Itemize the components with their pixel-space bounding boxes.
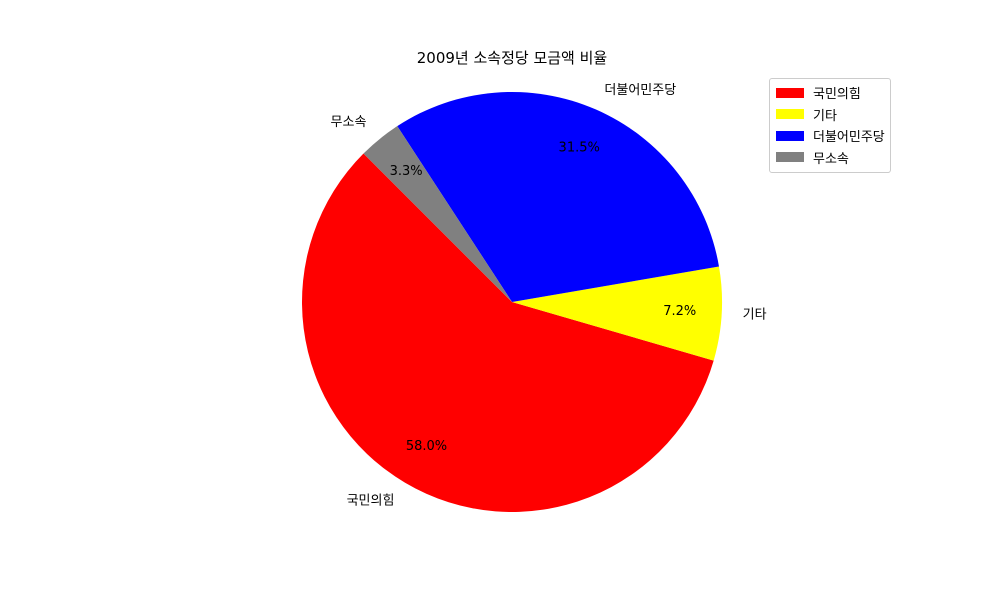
percent-label: 58.0% [406,439,447,454]
legend-swatch [776,131,804,141]
legend-label: 국민의힘 [813,83,861,102]
slice-label: 국민의힘 [347,493,395,508]
legend-label: 기타 [813,105,837,124]
pie-slices [302,92,722,512]
legend-item: 국민의힘 [770,82,890,104]
slice-label: 무소속 [331,115,367,130]
percent-label: 7.2% [663,304,696,319]
chart-title: 2009년 소속정당 모금액 비율 [417,49,607,67]
percent-label: 3.3% [390,164,423,179]
legend-swatch [776,109,804,119]
legend-item: 기타 [770,104,890,126]
legend-item: 무소속 [770,147,890,169]
slice-label: 더불어민주당 [604,83,676,98]
percent-label: 31.5% [559,141,600,156]
legend-item: 더불어민주당 [770,125,890,147]
legend-swatch [776,88,804,98]
legend-label: 더불어민주당 [813,126,885,145]
legend-swatch [776,152,804,162]
slice-label: 기타 [743,308,767,323]
chart-legend: 국민의힘 기타 더불어민주당 무소속 [769,78,891,173]
legend-label: 무소속 [813,148,849,167]
